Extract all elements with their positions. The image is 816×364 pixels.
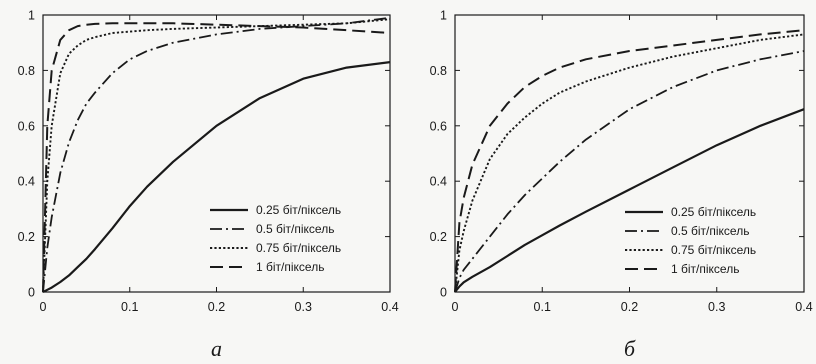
legend-label-2: 0.5 біт/піксель	[671, 224, 749, 238]
x-tick-label: 0.3	[295, 300, 312, 314]
x-tick-label: 0.2	[621, 300, 638, 314]
x-tick-label: 0.1	[534, 300, 551, 314]
y-tick-label: 1	[440, 9, 447, 23]
legend-label-4: 1 біт/піксель	[256, 260, 324, 274]
series-line-4	[454, 29, 805, 293]
series-line-3	[454, 33, 805, 293]
y-tick-label: 0.4	[18, 175, 35, 189]
panel-label: а	[211, 336, 222, 361]
legend-label-3: 0.75 біт/піксель	[671, 243, 756, 257]
y-tick-label: 0.2	[18, 230, 35, 244]
chart-panel-b: 0 0.1 0.2 0.3 0.4 0 0.2 0.4 0.6 0.8 1 0.25 біт/пікс…	[430, 9, 813, 362]
series-line-2	[454, 50, 805, 293]
x-tick-label: 0.1	[121, 300, 138, 314]
legend-label-2: 0.5 біт/піксель	[256, 222, 334, 236]
x-tick-label: 0	[40, 300, 47, 314]
y-tick-label: 0	[28, 286, 35, 300]
legend-label-3: 0.75 біт/піксель	[256, 241, 341, 255]
x-tick-label: 0.3	[708, 300, 725, 314]
series-line-4	[42, 22, 391, 293]
x-tick-label: 0.4	[795, 300, 812, 314]
y-tick-label: 0.2	[430, 230, 447, 244]
legend-label-1: 0.25 біт/піксель	[671, 205, 756, 219]
y-tick-label: 0.6	[430, 119, 447, 133]
y-tick-label: 0.8	[430, 64, 447, 78]
x-tick-label: 0.4	[381, 300, 398, 314]
y-tick-label: 0.4	[430, 175, 447, 189]
y-tick-label: 0.6	[18, 119, 35, 133]
series-line-2	[42, 16, 391, 293]
series-line-1	[42, 61, 391, 293]
y-tick-label: 0	[440, 286, 447, 300]
x-tick-label: 0	[452, 300, 459, 314]
chart-panel-a: 0 0.1 0.2 0.3 0.4 0 0.2 0.4 0.6 0.8 1 0.25 біт/пікс…	[18, 9, 399, 362]
x-tick-label: 0.2	[208, 300, 225, 314]
y-tick-label: 1	[28, 9, 35, 23]
legend-label-1: 0.25 біт/піксель	[256, 203, 341, 217]
panel-label: б	[624, 336, 636, 361]
y-tick-label: 0.8	[18, 64, 35, 78]
legend-label-4: 1 біт/піксель	[671, 262, 739, 276]
series-line-1	[454, 108, 805, 293]
